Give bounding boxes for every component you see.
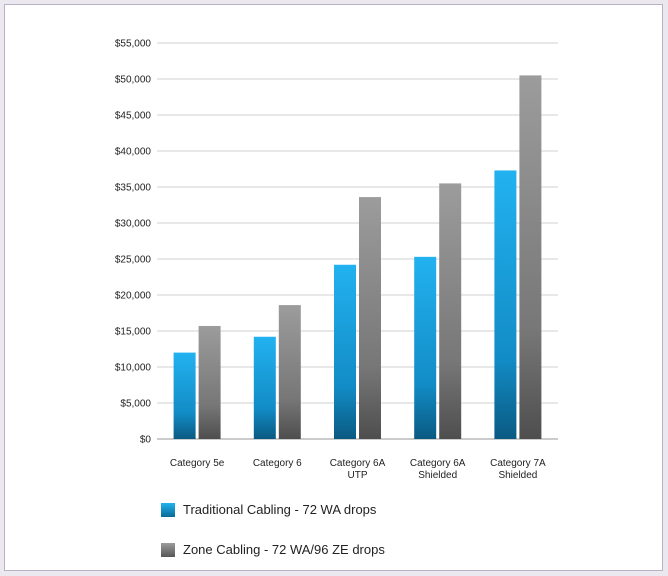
legend-label-zone: Zone Cabling - 72 WA/96 ZE drops: [183, 542, 385, 557]
bar-traditional: [253, 336, 276, 439]
legend-swatch-traditional: [161, 502, 175, 517]
y-tick-label: $25,000: [115, 255, 152, 266]
y-tick-label: $45,000: [115, 111, 152, 122]
x-category-label-line: Category 6: [253, 458, 302, 469]
x-category-label-line: Category 5e: [170, 458, 225, 469]
legend-label-traditional: Traditional Cabling - 72 WA drops: [183, 502, 377, 517]
grid-lines: [157, 42, 558, 440]
bar-chart: $0 $5,000 $10,000 $15,000 $20,000 $25,000 $30,…: [115, 39, 558, 481]
y-tick-label: $0: [140, 435, 152, 446]
chart-frame: $0 $5,000 $10,000 $15,000 $20,000 $25,000 $30,…: [4, 4, 663, 571]
legend-item-zone: Zone Cabling - 72 WA/96 ZE drops: [161, 542, 385, 557]
bar-zone: [198, 325, 221, 439]
x-category-label-line: Category 6A: [410, 458, 466, 469]
y-tick-label: $20,000: [115, 291, 152, 302]
y-tick-label: $35,000: [115, 183, 152, 194]
bar-zone: [359, 197, 381, 439]
y-axis-tick-labels: $0 $5,000 $10,000 $15,000 $20,000 $25,000 $30,…: [115, 39, 152, 446]
y-tick-label: $10,000: [115, 363, 152, 374]
y-tick-label: $55,000: [115, 39, 152, 50]
y-tick-label: $50,000: [115, 75, 152, 86]
bar-traditional: [334, 264, 356, 439]
x-category-label: Category 5e: [170, 458, 225, 469]
x-category-label: Category 6A Shielded: [410, 458, 466, 481]
legend-swatch-zone: [161, 542, 175, 557]
bar-zone: [439, 183, 462, 439]
x-category-label: Category 6A UTP: [330, 458, 386, 481]
bar-traditional: [414, 256, 437, 439]
bar-zone: [519, 75, 542, 440]
bar-traditional: [173, 352, 196, 439]
bar-traditional: [494, 170, 517, 439]
bars: [173, 75, 542, 440]
y-tick-label: $30,000: [115, 219, 152, 230]
x-category-label-line: Category 7A: [490, 458, 546, 469]
y-tick-label: $15,000: [115, 327, 152, 338]
x-category-label-line: UTP: [348, 470, 368, 481]
x-category-label-line: Category 6A: [330, 458, 386, 469]
x-category-label-line: Shielded: [498, 470, 537, 481]
x-category-label: Category 7A Shielded: [490, 458, 546, 481]
legend-item-traditional: Traditional Cabling - 72 WA drops: [161, 502, 376, 517]
y-tick-label: $5,000: [120, 399, 151, 410]
y-tick-label: $40,000: [115, 147, 152, 158]
x-axis-category-labels: Category 5e Category 6 Category 6A UTPCateg…: [170, 458, 546, 481]
x-category-label: Category 6: [253, 458, 302, 469]
bar-zone: [278, 305, 301, 439]
x-category-label-line: Shielded: [418, 470, 457, 481]
